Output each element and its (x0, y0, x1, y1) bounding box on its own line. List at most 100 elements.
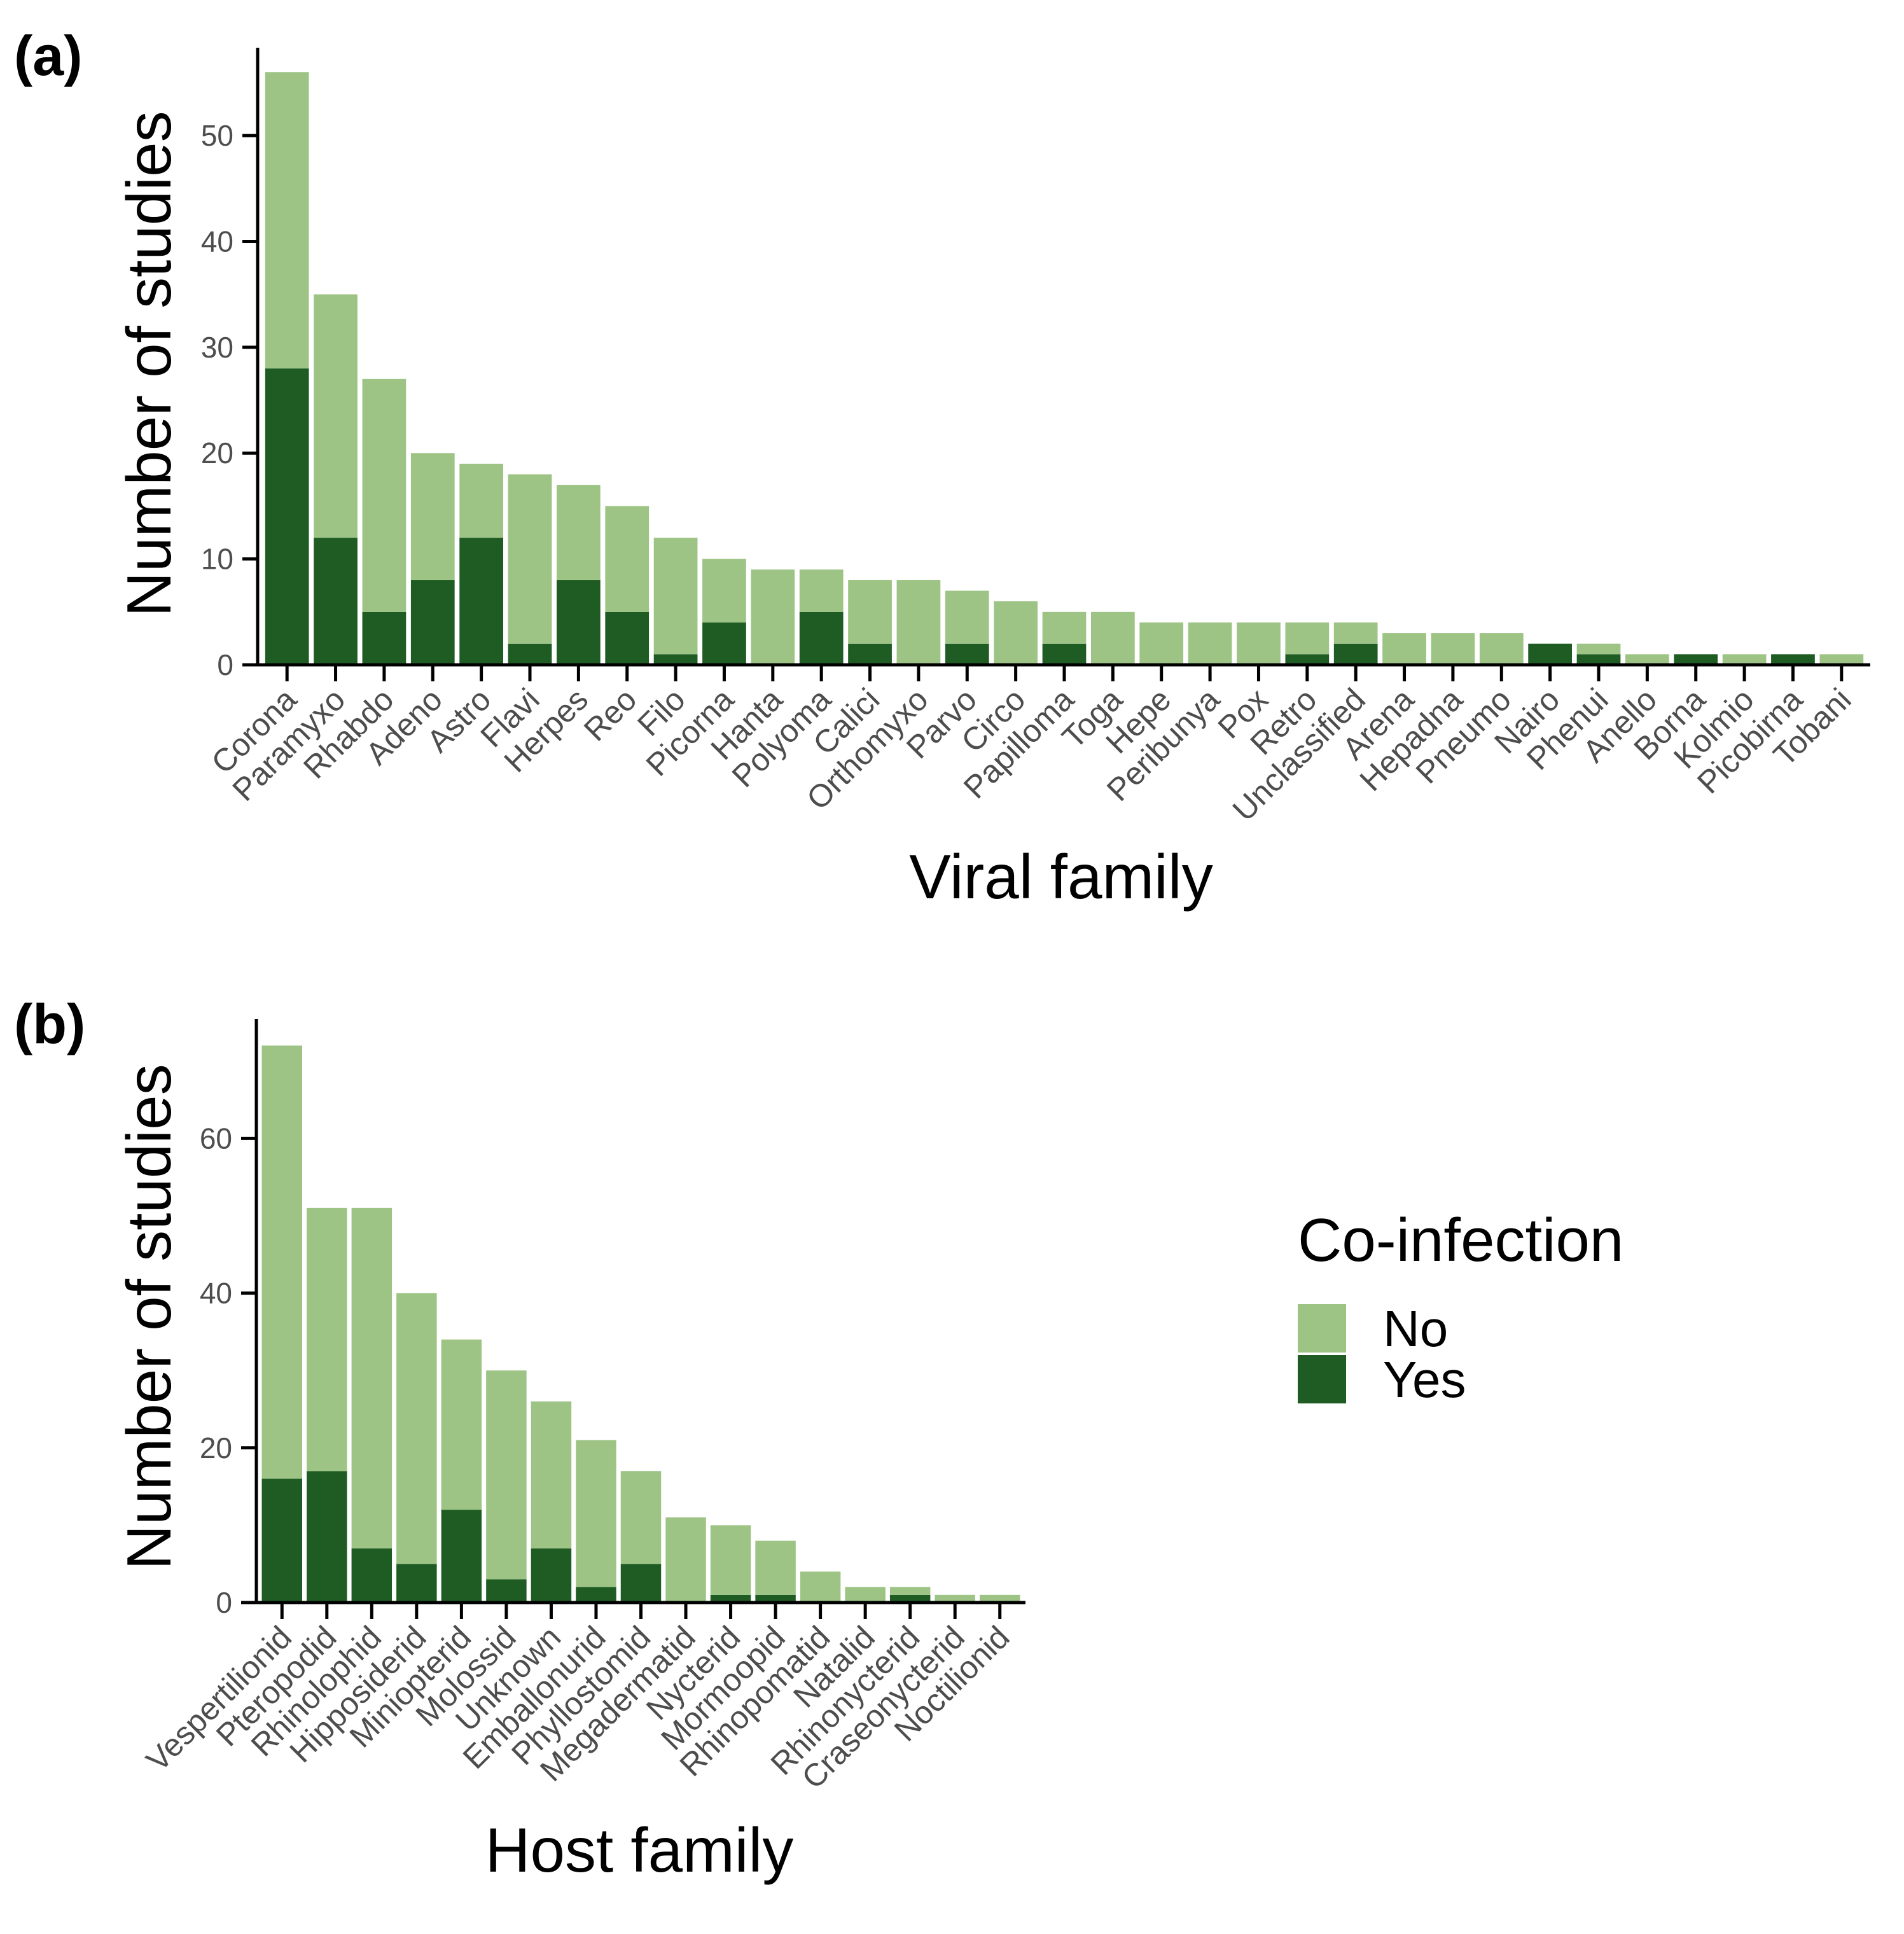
panel-b-x-axis-title: Host family (485, 1815, 794, 1885)
panel-a-bar-no-circo (994, 601, 1038, 665)
panel-a-y-tick-label: 30 (201, 331, 233, 364)
panel-a-bar-yes-calici (848, 643, 892, 665)
panel-a-bar-yes-paramyxo (314, 538, 358, 665)
panel-a-bar-yes-flavi (508, 643, 552, 665)
panel-a-y-tick-label: 40 (201, 225, 233, 258)
panel-b-plot-area: VespertilionidPteropodidRhinolophidHippo… (139, 1019, 1025, 1796)
panel-b-y-tick-label: 0 (216, 1586, 232, 1619)
legend-swatch-yes (1298, 1355, 1346, 1403)
panel-a-bar-yes-polyoma (799, 611, 844, 665)
panel-a-bar-no-pox (1237, 622, 1281, 665)
panel-a-bar-yes-parvo (945, 643, 989, 665)
panel-a-bar-yes-filo (653, 654, 698, 665)
legend-label-no: No (1383, 1300, 1448, 1357)
legend-title: Co-infection (1298, 1206, 1623, 1274)
panel-a-bar-no-reo (605, 506, 650, 612)
panel-a-bar-no-unclassified (1333, 622, 1378, 644)
panel-b-bar-yes-rhinolophid (351, 1548, 393, 1603)
panel-a-bar-no-pneumo (1479, 633, 1524, 665)
panel-a-bar-no-calici (848, 580, 892, 644)
panel-a-y-tick-label: 0 (217, 648, 233, 681)
panel-b-y-tick-label: 60 (200, 1122, 232, 1155)
panel-a-bar-no-peribunya (1188, 622, 1232, 665)
panel-b-y-axis-title: Number of studies (114, 1064, 184, 1569)
panel-a-bar-no-adeno (410, 453, 455, 580)
panel-b-bar-yes-miniopterid (441, 1510, 482, 1603)
panel-a-bar-no-hepe (1139, 622, 1184, 665)
panel-a-bar-no-herpes (557, 485, 601, 580)
panel-a-bar-no-tobani (1819, 654, 1864, 665)
panel-b-bar-no-molossid (486, 1370, 527, 1580)
panel-b-label: (b) (14, 992, 85, 1055)
panel-b-bar-yes-emballonurid (576, 1587, 616, 1603)
panel-a-bar-yes-adeno (410, 580, 455, 665)
panel-b-bar-no-craseonycterid (935, 1594, 975, 1603)
panel-a-bar-no-phenui (1576, 643, 1621, 655)
panel-a-bar-yes-rhabdo (362, 611, 407, 665)
panel-a-bar-yes-astro (459, 538, 503, 665)
panel-b-y-tick-label: 20 (200, 1431, 232, 1464)
panel-a-y-tick-label: 10 (201, 543, 233, 576)
panel-a-bar-no-papilloma (1042, 611, 1087, 644)
panel-a-bar-no-orthomyxo (896, 580, 941, 665)
panel-a-plot-area: CoronaParamyxoRhabdoAdenoAstroFlaviHerpe… (201, 48, 1870, 828)
panel-b-bar-yes-rhinonycterid (889, 1594, 931, 1603)
panel-b-bar-yes-phyllostomid (620, 1564, 662, 1603)
panel-a-bar-no-toga (1091, 611, 1135, 665)
panel-b-bar-no-unknown (531, 1401, 572, 1548)
panel-b-bar-no-mormoopid (755, 1540, 796, 1595)
panel-a-bar-yes-unclassified (1333, 643, 1378, 665)
panel-b-bar-no-hipposiderid (396, 1293, 437, 1564)
panel-b-bar-no-emballonurid (576, 1440, 616, 1587)
panel-b-bar-no-rhinopomatid (800, 1571, 841, 1603)
panel-a-bar-no-flavi (508, 474, 552, 644)
panel-a-bar-no-filo (653, 538, 698, 655)
panel-a-bar-no-corona (265, 72, 309, 369)
panel-a-bar-yes-borna (1674, 654, 1718, 665)
panel-a-bar-yes-papilloma (1042, 643, 1087, 665)
panel-a-bar-no-rhabdo (362, 379, 407, 612)
panel-b-bar-yes-hipposiderid (396, 1564, 437, 1603)
panel-a-bar-no-picorna (702, 559, 746, 623)
panel-a-x-axis-title: Viral family (909, 842, 1213, 912)
panel-b-bar-no-rhinolophid (351, 1207, 393, 1548)
panel-b-bar-no-miniopterid (441, 1339, 482, 1510)
panel-a-bar-yes-corona (265, 368, 309, 665)
panel-a-bar-no-paramyxo (314, 294, 358, 538)
legend: Co-infection No Yes (1298, 1206, 1623, 1408)
panel-a-bar-yes-picorna (702, 622, 746, 665)
panel-b-bar-no-megadermatid (665, 1517, 706, 1603)
panel-a-bar-yes-nairo (1528, 643, 1572, 665)
panel-b-bar-yes-mormoopid (755, 1594, 796, 1603)
panel-a-bar-no-hanta (751, 569, 795, 665)
legend-swatch-no (1298, 1304, 1346, 1353)
panel-a-y-tick-label: 20 (201, 436, 233, 470)
panel-a-bar-no-parvo (945, 590, 989, 644)
panel-a-bar-no-polyoma (799, 569, 844, 612)
panel-b-bar-no-noctilionid (979, 1594, 1020, 1603)
panel-a-bar-yes-reo (605, 611, 650, 665)
panel-a-y-tick-label: 50 (201, 119, 233, 152)
panel-b-bar-yes-vespertilionid (261, 1478, 303, 1603)
panel-a-bar-no-arena (1382, 633, 1426, 665)
panel-b-bar-no-vespertilionid (261, 1045, 303, 1479)
panel-b-bar-no-pteropodid (307, 1207, 347, 1471)
panel-b-bar-no-phyllostomid (620, 1471, 662, 1564)
panel-b-bar-no-nycterid (710, 1525, 751, 1595)
panel-b-bar-yes-nycterid (710, 1594, 751, 1603)
panel-a-y-axis-title: Number of studies (114, 111, 184, 616)
panel-b-host-family: (b) Number of studies Host family Vesper… (14, 992, 1025, 1885)
panel-b-y-tick-label: 40 (200, 1277, 232, 1310)
panel-b-bar-yes-molossid (486, 1579, 527, 1603)
panel-a-bar-no-hepadna (1431, 633, 1475, 665)
legend-label-yes: Yes (1383, 1351, 1466, 1408)
panel-a-bar-yes-phenui (1576, 654, 1621, 665)
panel-a-bar-no-anello (1625, 654, 1669, 665)
panel-a-bar-yes-herpes (557, 580, 601, 665)
panel-b-bar-no-rhinonycterid (889, 1587, 931, 1595)
panel-b-bar-no-natalid (845, 1587, 886, 1603)
panel-a-bar-no-retro (1285, 622, 1330, 655)
panel-b-bar-yes-pteropodid (307, 1471, 347, 1603)
panel-a-bar-no-kolmio (1722, 654, 1767, 665)
